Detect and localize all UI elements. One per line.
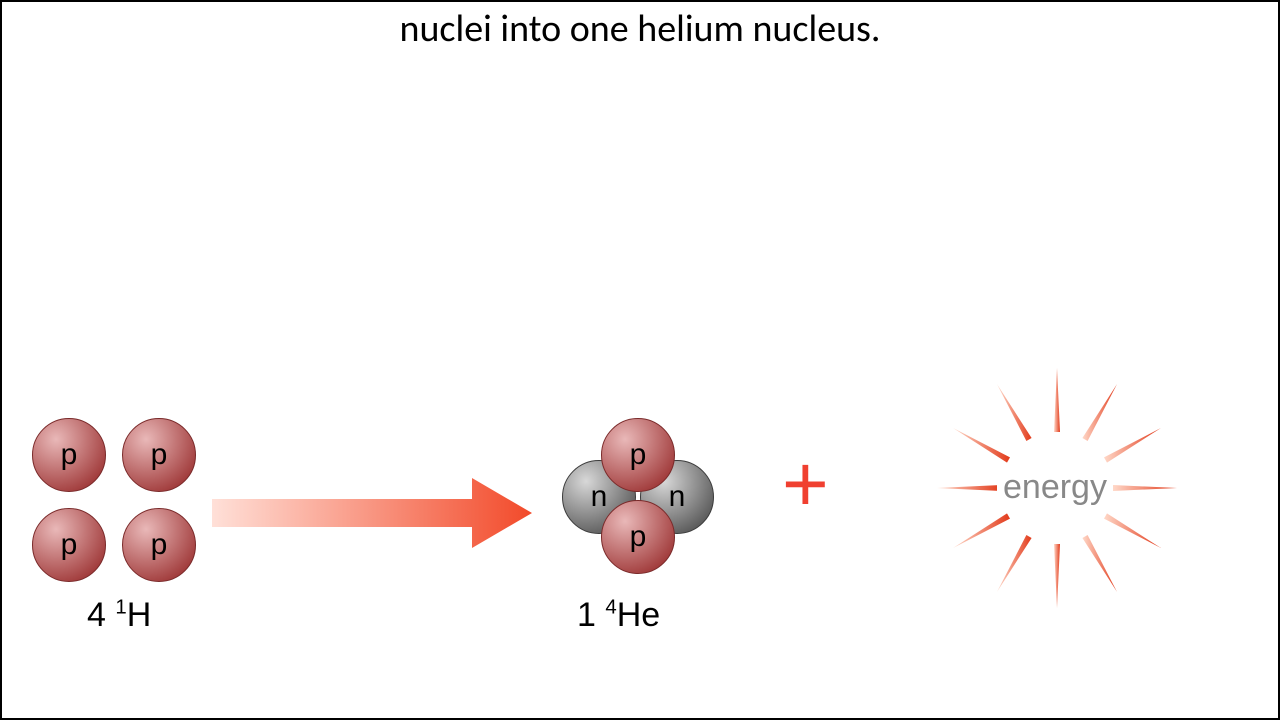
proton-particle: p (601, 500, 675, 574)
proton-particle: p (122, 418, 196, 492)
proton-particle: p (32, 508, 106, 582)
particle-letter: n (591, 480, 608, 514)
proton-particle: p (122, 508, 196, 582)
label-count: 4 (87, 596, 115, 634)
particle-letter: n (669, 480, 686, 514)
label-element: He (617, 596, 660, 634)
helium-label: 1 4He (577, 596, 660, 635)
diagram-stage: pppp nnpp + energy 4 1H 1 4He (2, 378, 1278, 658)
particle-letter: p (151, 528, 168, 562)
proton-particle: p (32, 418, 106, 492)
proton-particle: p (601, 418, 675, 492)
particle-letter: p (61, 438, 78, 472)
page-title: nuclei into one helium nucleus. (2, 6, 1278, 52)
plus-sign: + (782, 438, 829, 530)
reaction-arrow-icon (212, 478, 532, 548)
particle-letter: p (61, 528, 78, 562)
label-count: 1 (577, 596, 605, 634)
label-superscript: 1 (115, 597, 126, 619)
label-superscript: 4 (605, 597, 616, 619)
particle-letter: p (630, 520, 647, 554)
energy-label: energy (997, 466, 1113, 509)
particle-letter: p (630, 438, 647, 472)
hydrogen-label: 4 1H (87, 596, 151, 635)
particle-letter: p (151, 438, 168, 472)
label-element: H (127, 596, 152, 634)
